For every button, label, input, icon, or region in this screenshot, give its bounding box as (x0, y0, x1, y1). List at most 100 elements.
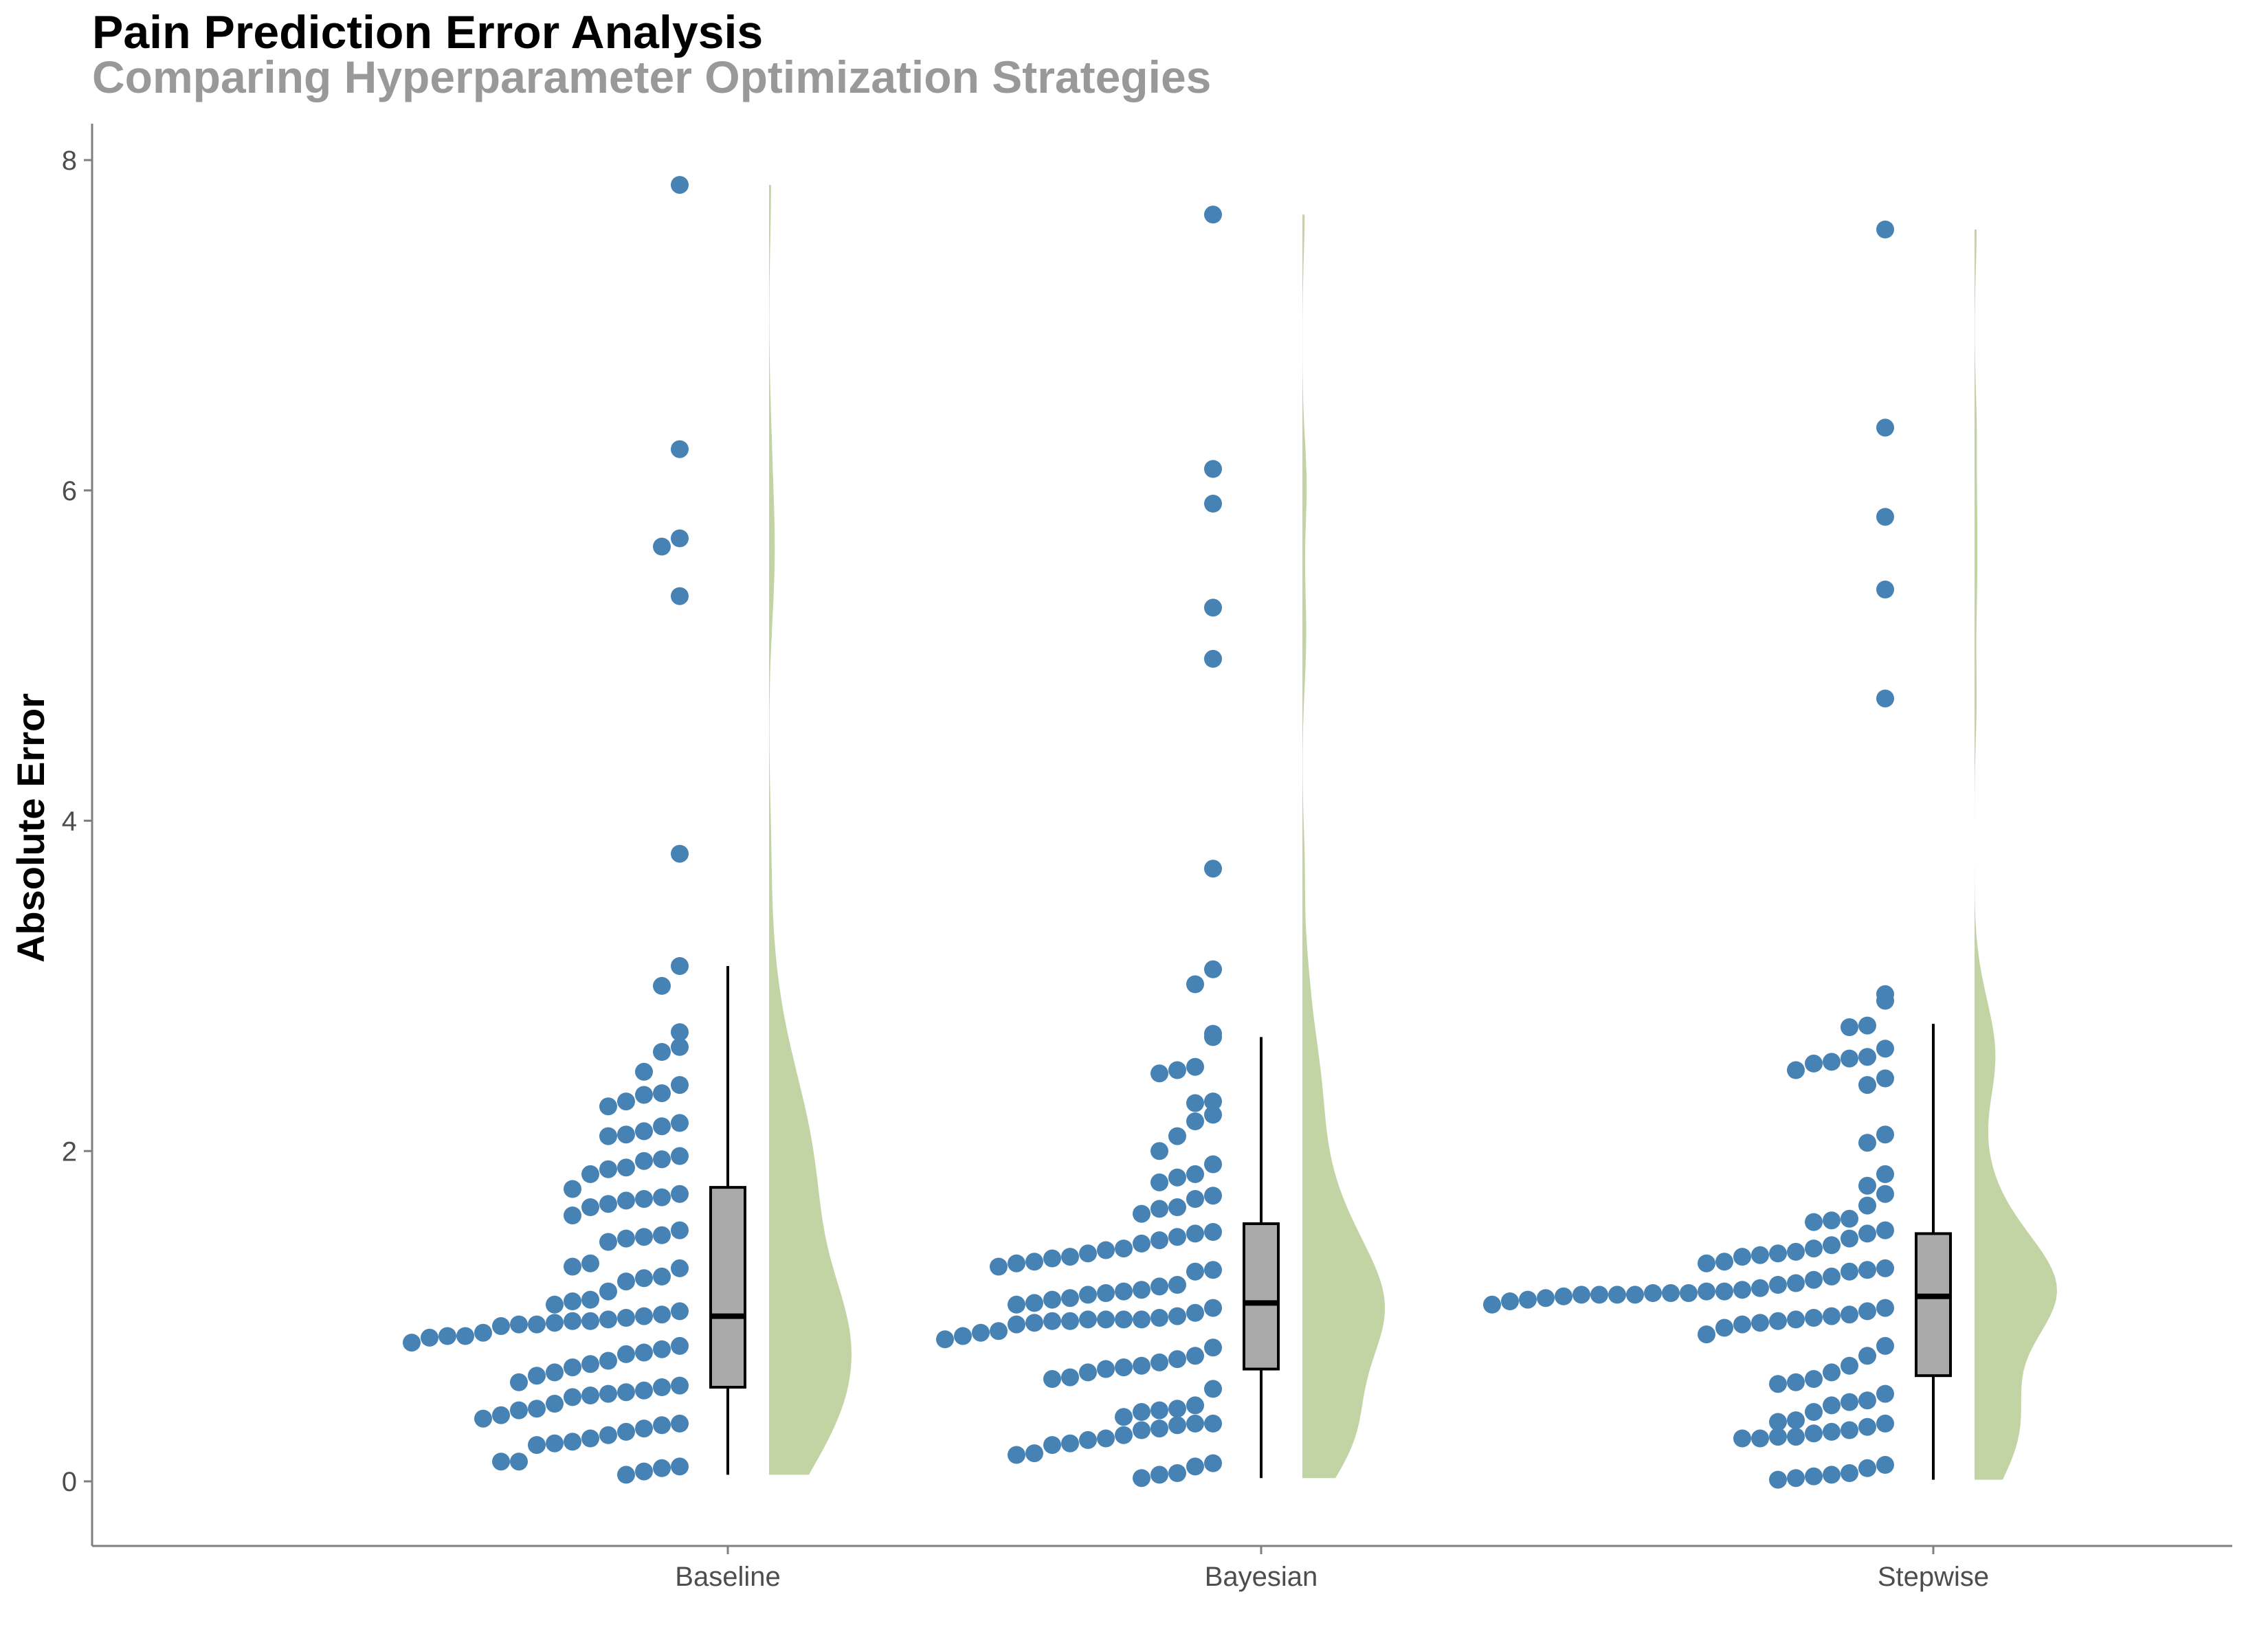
data-point (1876, 1165, 1894, 1183)
data-point (599, 1426, 617, 1444)
data-point (1769, 1375, 1787, 1393)
data-point (1715, 1319, 1733, 1337)
data-point (1133, 1281, 1150, 1299)
data-point (1823, 1466, 1841, 1484)
data-point (581, 1165, 599, 1183)
data-point (653, 537, 671, 556)
data-point (1150, 1309, 1168, 1327)
data-point (1061, 1312, 1079, 1330)
data-point (1204, 598, 1222, 617)
data-point (1841, 1421, 1858, 1439)
data-point (1168, 1228, 1186, 1246)
data-point (1733, 1248, 1751, 1266)
data-point (1644, 1284, 1662, 1302)
data-point (1133, 1356, 1150, 1375)
data-point (671, 1023, 689, 1042)
data-point (1204, 1155, 1222, 1174)
data-point (1841, 1018, 1858, 1036)
data-point (1204, 1380, 1222, 1398)
data-point (1787, 1373, 1805, 1391)
data-point (990, 1257, 1008, 1276)
data-point (1133, 1421, 1150, 1439)
data-point (1025, 1253, 1043, 1271)
data-point (1698, 1254, 1715, 1272)
data-point (1876, 508, 1894, 526)
data-point (1787, 1274, 1805, 1292)
data-point (1150, 1142, 1168, 1160)
data-point (1841, 1262, 1858, 1281)
data-point (1008, 1446, 1025, 1464)
series-baseline (403, 176, 852, 1484)
data-point (1769, 1276, 1787, 1294)
data-point (1698, 1325, 1715, 1344)
data-point (1858, 1459, 1876, 1477)
data-point (671, 1336, 689, 1355)
data-point (1150, 1231, 1168, 1250)
data-point (635, 1343, 653, 1362)
data-point (635, 1152, 653, 1170)
data-point (1168, 1416, 1186, 1435)
data-point (1204, 1338, 1222, 1357)
data-point (1061, 1289, 1079, 1308)
data-point (635, 1062, 653, 1081)
data-point (1841, 1049, 1858, 1068)
y-tick-label: 2 (62, 1136, 77, 1167)
data-point (1572, 1286, 1590, 1304)
data-point (564, 1207, 581, 1224)
data-point (1061, 1248, 1079, 1266)
data-point (1150, 1420, 1168, 1438)
data-point (1186, 1457, 1204, 1476)
chart-subtitle: Comparing Hyperparameter Optimization St… (92, 52, 1212, 102)
data-point (1043, 1249, 1061, 1268)
data-point (1876, 1456, 1894, 1474)
data-point (1115, 1282, 1133, 1301)
data-point (1204, 860, 1222, 878)
box (709, 1186, 746, 1389)
data-point (1841, 1393, 1858, 1411)
data-point (1097, 1429, 1115, 1448)
data-point (528, 1367, 546, 1385)
data-point (1662, 1284, 1680, 1302)
data-point (972, 1323, 990, 1342)
x-tick-label: Baseline (675, 1562, 780, 1592)
data-point (1079, 1363, 1097, 1382)
x-tick-label: Stepwise (1878, 1562, 1989, 1592)
data-point (1115, 1408, 1133, 1426)
data-point (1769, 1312, 1787, 1330)
data-point (1079, 1286, 1097, 1304)
data-point (1805, 1309, 1823, 1327)
data-point (671, 844, 689, 863)
density-baseline (769, 185, 852, 1475)
data-point (1204, 1223, 1222, 1241)
data-point (546, 1434, 564, 1452)
data-point (1733, 1281, 1751, 1299)
data-point (954, 1327, 972, 1345)
data-point (1858, 1224, 1876, 1243)
data-point (617, 1422, 635, 1441)
y-axis-title: Absolute Error (9, 693, 52, 963)
data-point (1168, 1307, 1186, 1325)
y-tick-label: 0 (62, 1467, 77, 1497)
data-point (1115, 1358, 1133, 1377)
data-point (1841, 1464, 1858, 1482)
data-point (1204, 1414, 1222, 1433)
data-point (581, 1254, 599, 1272)
data-point (581, 1290, 599, 1309)
data-point (1858, 1196, 1876, 1215)
data-point (1061, 1368, 1079, 1387)
data-point (1841, 1356, 1858, 1375)
data-point (1733, 1315, 1751, 1334)
data-point (1805, 1054, 1823, 1073)
data-point (1133, 1403, 1150, 1421)
data-point (617, 1272, 635, 1291)
data-point (1150, 1200, 1168, 1218)
data-point (1186, 1262, 1204, 1281)
data-point (1204, 1024, 1222, 1043)
data-point (1204, 960, 1222, 978)
data-point (1186, 1303, 1204, 1322)
data-point (1787, 1469, 1805, 1488)
data-point (1787, 1411, 1805, 1430)
data-point (635, 1420, 653, 1438)
data-point (1590, 1286, 1608, 1304)
data-point (1858, 1076, 1876, 1095)
